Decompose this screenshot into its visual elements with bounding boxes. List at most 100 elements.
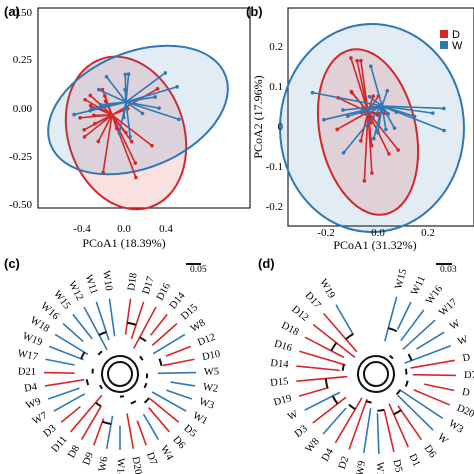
branch-D6 xyxy=(397,405,423,441)
spider-line-W xyxy=(125,101,160,109)
spider-line-W xyxy=(368,96,383,107)
branch-D11 xyxy=(70,394,103,433)
x-tick-label: 0.0 xyxy=(117,223,131,235)
spider-line-W xyxy=(124,74,127,103)
branch-D xyxy=(410,359,455,369)
branch-W11 xyxy=(95,301,110,341)
point-D xyxy=(101,170,105,175)
point-W xyxy=(345,114,350,119)
leaf-label: W xyxy=(448,318,462,333)
branch-W6 xyxy=(105,415,114,449)
point-D xyxy=(91,113,96,118)
branch-D2 xyxy=(348,398,368,450)
branch-D19 xyxy=(298,386,329,397)
point-D xyxy=(134,175,138,180)
legend-label-D: D xyxy=(452,29,460,41)
branch-W14 xyxy=(376,413,380,454)
panel-c-tree: D18 D17D16D14D15W8D12D10W5W2W3W1D5D6W4D7D… xyxy=(17,270,222,474)
branch-W7 xyxy=(53,393,86,412)
spider-line-D xyxy=(90,104,113,116)
point-W xyxy=(430,111,435,115)
spider-line-W xyxy=(381,105,433,114)
point-W xyxy=(369,64,373,69)
tree-arc xyxy=(393,409,402,416)
spider-line-W xyxy=(125,101,180,121)
point-D xyxy=(370,171,374,175)
branch-W8 xyxy=(322,407,347,435)
y-tick-label: 0.00 xyxy=(13,103,33,115)
leaf-label: D17 xyxy=(303,290,323,311)
legend-swatch-W xyxy=(440,41,448,49)
tree-arc xyxy=(95,401,102,408)
branch-W xyxy=(304,391,341,411)
branch-D16 xyxy=(299,350,346,366)
panel-d-letter: (d) xyxy=(258,256,275,271)
panel-b-spider xyxy=(310,56,446,183)
point-W xyxy=(372,136,376,141)
branch-W9 xyxy=(47,387,80,400)
leaf-label: W11 xyxy=(409,274,428,297)
leaf-label: D6 xyxy=(422,443,438,460)
branch-D17 xyxy=(323,312,358,353)
tree-arc xyxy=(330,342,338,352)
spider-line-D xyxy=(111,114,136,164)
tree-arc xyxy=(139,336,147,343)
branch-W3 xyxy=(166,389,193,400)
leaf-label: W1 xyxy=(191,410,210,427)
leaf-label: D20 xyxy=(129,456,143,474)
spider-line-W xyxy=(347,105,383,118)
tree-arc xyxy=(341,364,345,371)
point-W xyxy=(140,111,145,116)
spider-line-W xyxy=(381,105,396,129)
y-tick-label: 0.1 xyxy=(269,81,283,93)
panel-b: (b) D W 0.2 0.1 0 -0.1 -0.2 PCoA2 (17.96… xyxy=(246,4,474,252)
leaf-label: D12 xyxy=(196,332,217,349)
tree-arc xyxy=(80,351,86,360)
branch-D20 xyxy=(413,389,451,406)
panel-d-tree: W15 W11W16W17WWDD7DD20W3WD6D1D5W14W9D2D4W… xyxy=(270,268,474,474)
tree-arc xyxy=(158,358,163,367)
leaf-label: W9 xyxy=(355,460,368,474)
point-D xyxy=(335,127,339,132)
panel-a-yticks: 0.50 0.25 0.00 -0.25 -0.50 xyxy=(9,7,32,211)
leaf-label: W14 xyxy=(115,458,126,474)
point-D xyxy=(150,143,154,148)
point-D xyxy=(78,115,82,120)
point-W xyxy=(128,135,132,139)
leaf-label: D1 xyxy=(407,452,422,468)
branch-D9 xyxy=(92,418,105,446)
branch-W10 xyxy=(108,298,116,337)
branch-W15 xyxy=(72,313,93,340)
branch-D15 xyxy=(296,375,348,383)
panel-a-spider xyxy=(72,71,181,180)
point-D xyxy=(82,135,87,139)
branch-D5 xyxy=(383,409,395,453)
leaf-label: W15 xyxy=(393,268,409,291)
tree-arc xyxy=(91,368,94,374)
panel-a-letter: (a) xyxy=(4,4,20,19)
point-W xyxy=(442,106,446,111)
leaf-label: D2 xyxy=(337,455,352,471)
branch-W17 xyxy=(45,358,75,366)
branch-D4 xyxy=(44,378,85,387)
tree-core xyxy=(363,361,389,387)
point-D xyxy=(349,56,353,60)
y-tick-label: 0.25 xyxy=(13,54,33,66)
tree-core xyxy=(101,355,139,393)
leaf-label: D21 xyxy=(18,367,36,378)
point-D xyxy=(371,94,376,98)
branch-D14 xyxy=(150,313,168,336)
tree-arc xyxy=(127,321,137,326)
y-tick-label: -0.2 xyxy=(266,201,283,213)
leaf-label: D12 xyxy=(289,304,310,324)
branch-W17 xyxy=(402,319,436,351)
panel-a-xticks: -0.4 0.0 0.4 xyxy=(73,223,173,235)
y-tick-label: 0 xyxy=(278,121,284,133)
tree-arc xyxy=(331,395,339,405)
spider-line-W xyxy=(342,105,383,111)
tree-core xyxy=(357,355,395,393)
point-D xyxy=(129,139,134,144)
point-D xyxy=(83,97,87,102)
leaf-label: W8 xyxy=(304,436,322,455)
